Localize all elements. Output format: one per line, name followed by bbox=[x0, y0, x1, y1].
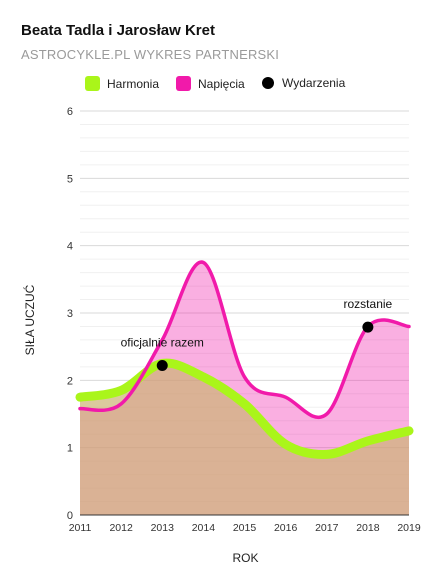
legend-item-wydarzenia[interactable]: Wydarzenia bbox=[262, 76, 345, 90]
area-overlap bbox=[80, 363, 409, 515]
y-tick-label: 1 bbox=[67, 443, 73, 455]
x-tick-label: 2014 bbox=[192, 522, 216, 534]
y-tick-label: 2 bbox=[67, 375, 73, 387]
event-point bbox=[362, 321, 374, 333]
y-tick-label: 6 bbox=[67, 106, 73, 118]
line-napiecia bbox=[78, 260, 411, 419]
x-tick-label: 2013 bbox=[151, 522, 175, 534]
chart-subtitle: ASTROCYKLE.PL WYKRES PARTNERSKI bbox=[21, 47, 280, 62]
legend-label-harmonia: Harmonia bbox=[107, 76, 160, 91]
event-point bbox=[156, 360, 168, 372]
x-tick-label: 2016 bbox=[274, 522, 298, 534]
x-tick-label: 2018 bbox=[356, 522, 380, 534]
y-tick-label: 0 bbox=[67, 510, 73, 522]
legend-dot-wydarzenia bbox=[262, 77, 274, 89]
chart-title: Beata Tadla i Jarosław Kret bbox=[21, 22, 215, 39]
y-tick-label: 3 bbox=[67, 308, 73, 320]
legend: Harmonia Napięcia Wydarzenia bbox=[0, 76, 431, 94]
legend-label-wydarzenia: Wydarzenia bbox=[282, 76, 346, 90]
legend-item-harmonia[interactable]: Harmonia bbox=[85, 76, 159, 91]
y-axis-title: SIŁA UCZUĆ bbox=[22, 284, 37, 355]
y-tick-label: 5 bbox=[67, 173, 73, 185]
x-tick-label: 2019 bbox=[397, 522, 421, 534]
x-tick-label: 2012 bbox=[109, 522, 133, 534]
legend-item-napiecia[interactable]: Napięcia bbox=[176, 76, 245, 91]
legend-swatch-napiecia bbox=[176, 76, 191, 91]
x-axis-title: ROK bbox=[232, 551, 258, 565]
y-tick-label: 4 bbox=[67, 241, 73, 253]
x-tick-label: 2017 bbox=[315, 522, 339, 534]
event-label: rozstanie bbox=[344, 297, 393, 311]
legend-swatch-harmonia bbox=[85, 76, 100, 91]
x-tick-label: 2015 bbox=[233, 522, 257, 534]
line-harmonia bbox=[75, 358, 414, 459]
event-label: oficjalnie razem bbox=[121, 336, 204, 350]
legend-label-napiecia: Napięcia bbox=[198, 76, 245, 91]
x-tick-label: 2011 bbox=[69, 522, 92, 534]
